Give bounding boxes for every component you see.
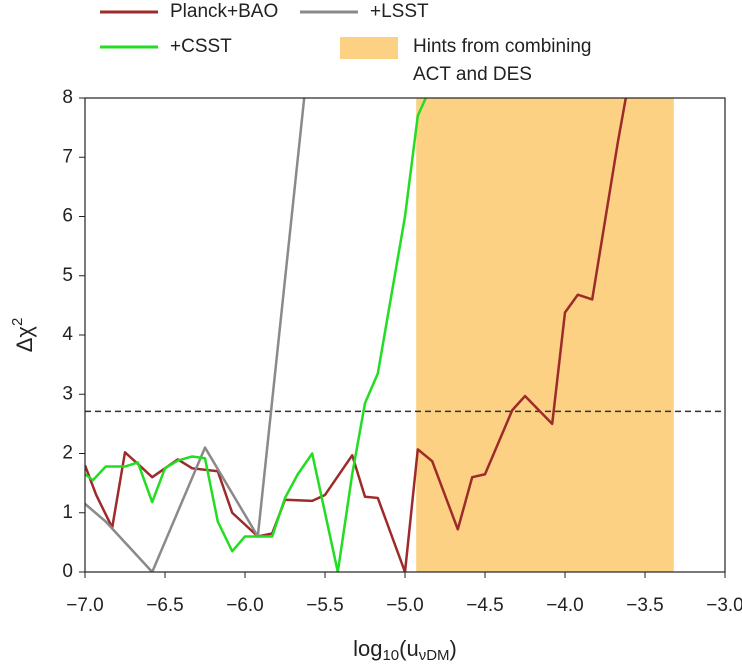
x-tick-label: −7.0 (66, 595, 104, 616)
y-tick-label: 8 (62, 87, 73, 108)
x-axis-title-part: νDM (419, 647, 450, 664)
y-tick-label: 4 (62, 324, 73, 345)
y-tick-label: 6 (62, 206, 73, 227)
y-tick-label: 5 (62, 265, 73, 286)
series-line (85, 98, 427, 572)
x-tick-label: −4.5 (466, 595, 504, 616)
x-axis-title-part: (u (399, 636, 419, 661)
x-tick-label: −6.5 (146, 595, 184, 616)
legend-swatch (340, 37, 398, 59)
legend-label: ACT and DES (413, 64, 532, 85)
x-tick-label: −4.0 (546, 595, 584, 616)
y-tick-label: 7 (62, 146, 73, 167)
y-axis-title-part: 2 (9, 318, 26, 326)
legend-label: +CSST (170, 36, 232, 57)
y-tick-label: 2 (62, 443, 73, 464)
series-line (85, 98, 628, 572)
legend-label: Hints from combining (413, 36, 591, 57)
x-tick-label: −5.0 (386, 595, 424, 616)
x-axis-title: log10(uνDM) (353, 636, 457, 664)
legend-label: +LSST (370, 1, 429, 22)
x-tick-label: −3.0 (706, 595, 742, 616)
series-line (85, 98, 306, 572)
y-axis-title-part: Δχ (12, 326, 37, 353)
y-tick-label: 3 (62, 383, 73, 404)
x-tick-label: −6.0 (226, 595, 264, 616)
x-axis-title-part: log (353, 636, 382, 661)
x-tick-label: −5.5 (306, 595, 344, 616)
x-axis-title-part: ) (450, 636, 457, 661)
y-axis-title: Δχ2 (9, 318, 37, 353)
hint-band (416, 98, 674, 572)
legend-label: Planck+BAO (170, 1, 278, 22)
y-tick-label: 1 (62, 502, 73, 523)
x-axis-title-part: 10 (382, 647, 399, 664)
x-tick-label: −3.5 (626, 595, 664, 616)
y-tick-label: 0 (62, 561, 73, 582)
